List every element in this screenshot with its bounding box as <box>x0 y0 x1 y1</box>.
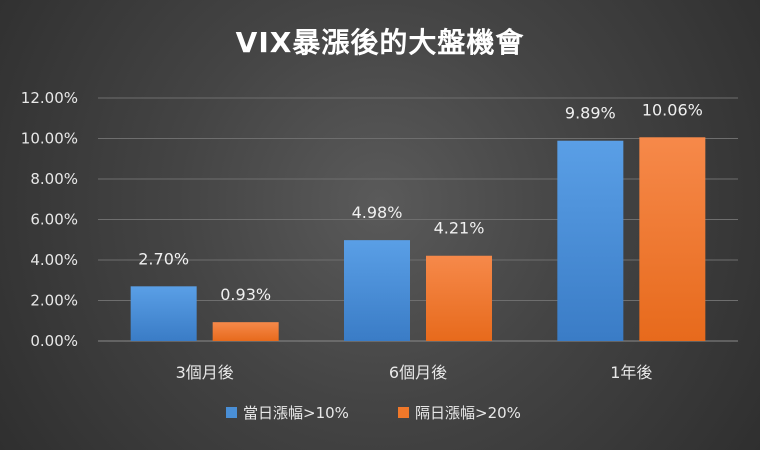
data-label: 4.98% <box>352 203 403 222</box>
gridlines <box>98 97 738 342</box>
x-category-label: 6個月後 <box>389 363 447 382</box>
y-tick-label: 10.00% <box>21 130 78 148</box>
x-axis-category-labels: 3個月後 6個月後 1年後 <box>176 363 653 382</box>
data-label: 10.06% <box>642 100 703 119</box>
y-tick-label: 2.00% <box>30 292 78 310</box>
bar-series2-2 <box>426 255 492 341</box>
y-axis-tick-labels: 0.00% 2.00% 4.00% 6.00% 8.00% 10.00% 12.00% <box>21 89 78 350</box>
x-category-label: 3個月後 <box>176 363 234 382</box>
bar-series1-2 <box>344 240 410 341</box>
data-label: 4.21% <box>434 219 485 238</box>
bar-series1-1 <box>130 286 197 341</box>
data-label: 9.89% <box>565 104 616 123</box>
x-category-label: 1年後 <box>610 363 652 382</box>
bar-series2-1 <box>212 322 279 341</box>
y-tick-label: 4.00% <box>30 251 78 269</box>
legend-label: 當日漲幅>10% <box>243 404 349 422</box>
bars <box>130 137 706 341</box>
y-tick-label: 12.00% <box>21 89 78 107</box>
bar-series2-3 <box>639 137 706 341</box>
legend-swatch <box>226 407 237 418</box>
bar-series1-3 <box>557 140 624 341</box>
data-labels: 2.70% 0.93% 4.98% 4.21% 9.89% 10.06% <box>138 100 703 304</box>
legend-label: 隔日漲幅>20% <box>415 404 521 422</box>
data-label: 0.93% <box>220 285 271 304</box>
legend-swatch <box>398 407 409 418</box>
y-tick-label: 8.00% <box>30 170 78 188</box>
y-tick-label: 6.00% <box>30 211 78 229</box>
data-label: 2.70% <box>138 249 189 268</box>
legend: 當日漲幅>10% 隔日漲幅>20% <box>226 404 521 422</box>
y-tick-label: 0.00% <box>30 332 78 350</box>
chart-title: VIX暴漲後的大盤機會 <box>236 26 525 59</box>
